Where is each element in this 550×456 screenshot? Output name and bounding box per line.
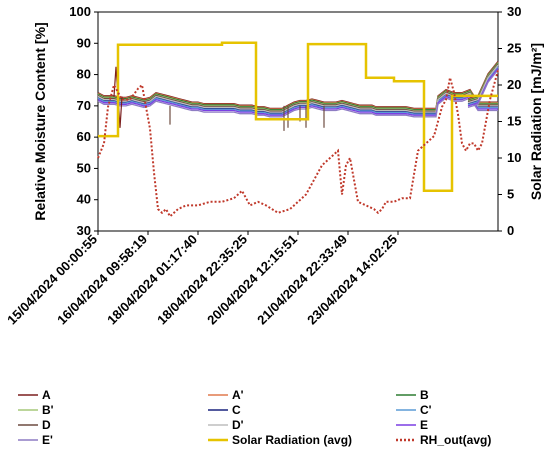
legend-label: A	[42, 388, 51, 402]
legend-label: B	[420, 388, 429, 402]
y-axis-title: Relative Moisture Content [%]	[32, 22, 48, 220]
plot-area	[97, 11, 499, 232]
y2-tick-label: 0	[507, 223, 514, 238]
series-end-ep	[467, 69, 499, 109]
x-tick-label: 20/04/2024 12:15:51	[204, 232, 300, 328]
y-tick-label: 50	[77, 160, 91, 175]
legend-label: Solar Radiation (avg)	[232, 433, 352, 447]
y2-tick-label: 25	[507, 41, 521, 56]
y2-tick-label: 20	[507, 77, 521, 92]
x-tick-label: 21/04/2024 22:33:49	[254, 232, 350, 328]
x-tick-label: 23/04/2024 14:02:25	[304, 232, 400, 328]
y2-tick-label: 15	[507, 114, 521, 129]
legend-label: D'	[232, 418, 244, 432]
y2-tick-label: 10	[507, 150, 521, 165]
y-tick-label: 30	[77, 223, 91, 238]
y-tick-label: 70	[77, 98, 91, 113]
legend-label: C	[232, 403, 241, 417]
x-tick-label: 16/04/2024 09:58:19	[54, 232, 150, 328]
y2-tick-label: 30	[507, 4, 521, 19]
x-tick-label: 15/04/2024 00:00:55	[4, 232, 100, 328]
y-tick-label: 80	[77, 67, 91, 82]
y-tick-label: 40	[77, 192, 91, 207]
y2-tick-label: 5	[507, 187, 514, 202]
series-line-rh-out	[97, 70, 499, 218]
legend-label: A'	[232, 388, 244, 402]
series-end-e	[467, 67, 499, 107]
legend-label: D	[42, 418, 51, 432]
y-tick-label: 90	[77, 35, 91, 50]
x-tick-label: 18/04/2024 22:35:25	[154, 232, 250, 328]
y2-axis-title: Solar Radiation [mJ/m²]	[528, 43, 544, 200]
legend-label: B'	[42, 403, 54, 417]
y-tick-label: 100	[69, 4, 91, 19]
series-line-solar-radiation	[98, 41, 498, 193]
legend-label: RH_out(avg)	[420, 433, 491, 447]
y-tick-label: 60	[77, 129, 91, 144]
legend-label: E'	[42, 433, 53, 447]
x-tick-label: 18/04/2024 01:17:40	[104, 232, 200, 328]
series-end-dp	[467, 64, 499, 104]
legend-label: E	[420, 418, 428, 432]
legend-label: C'	[420, 403, 432, 417]
